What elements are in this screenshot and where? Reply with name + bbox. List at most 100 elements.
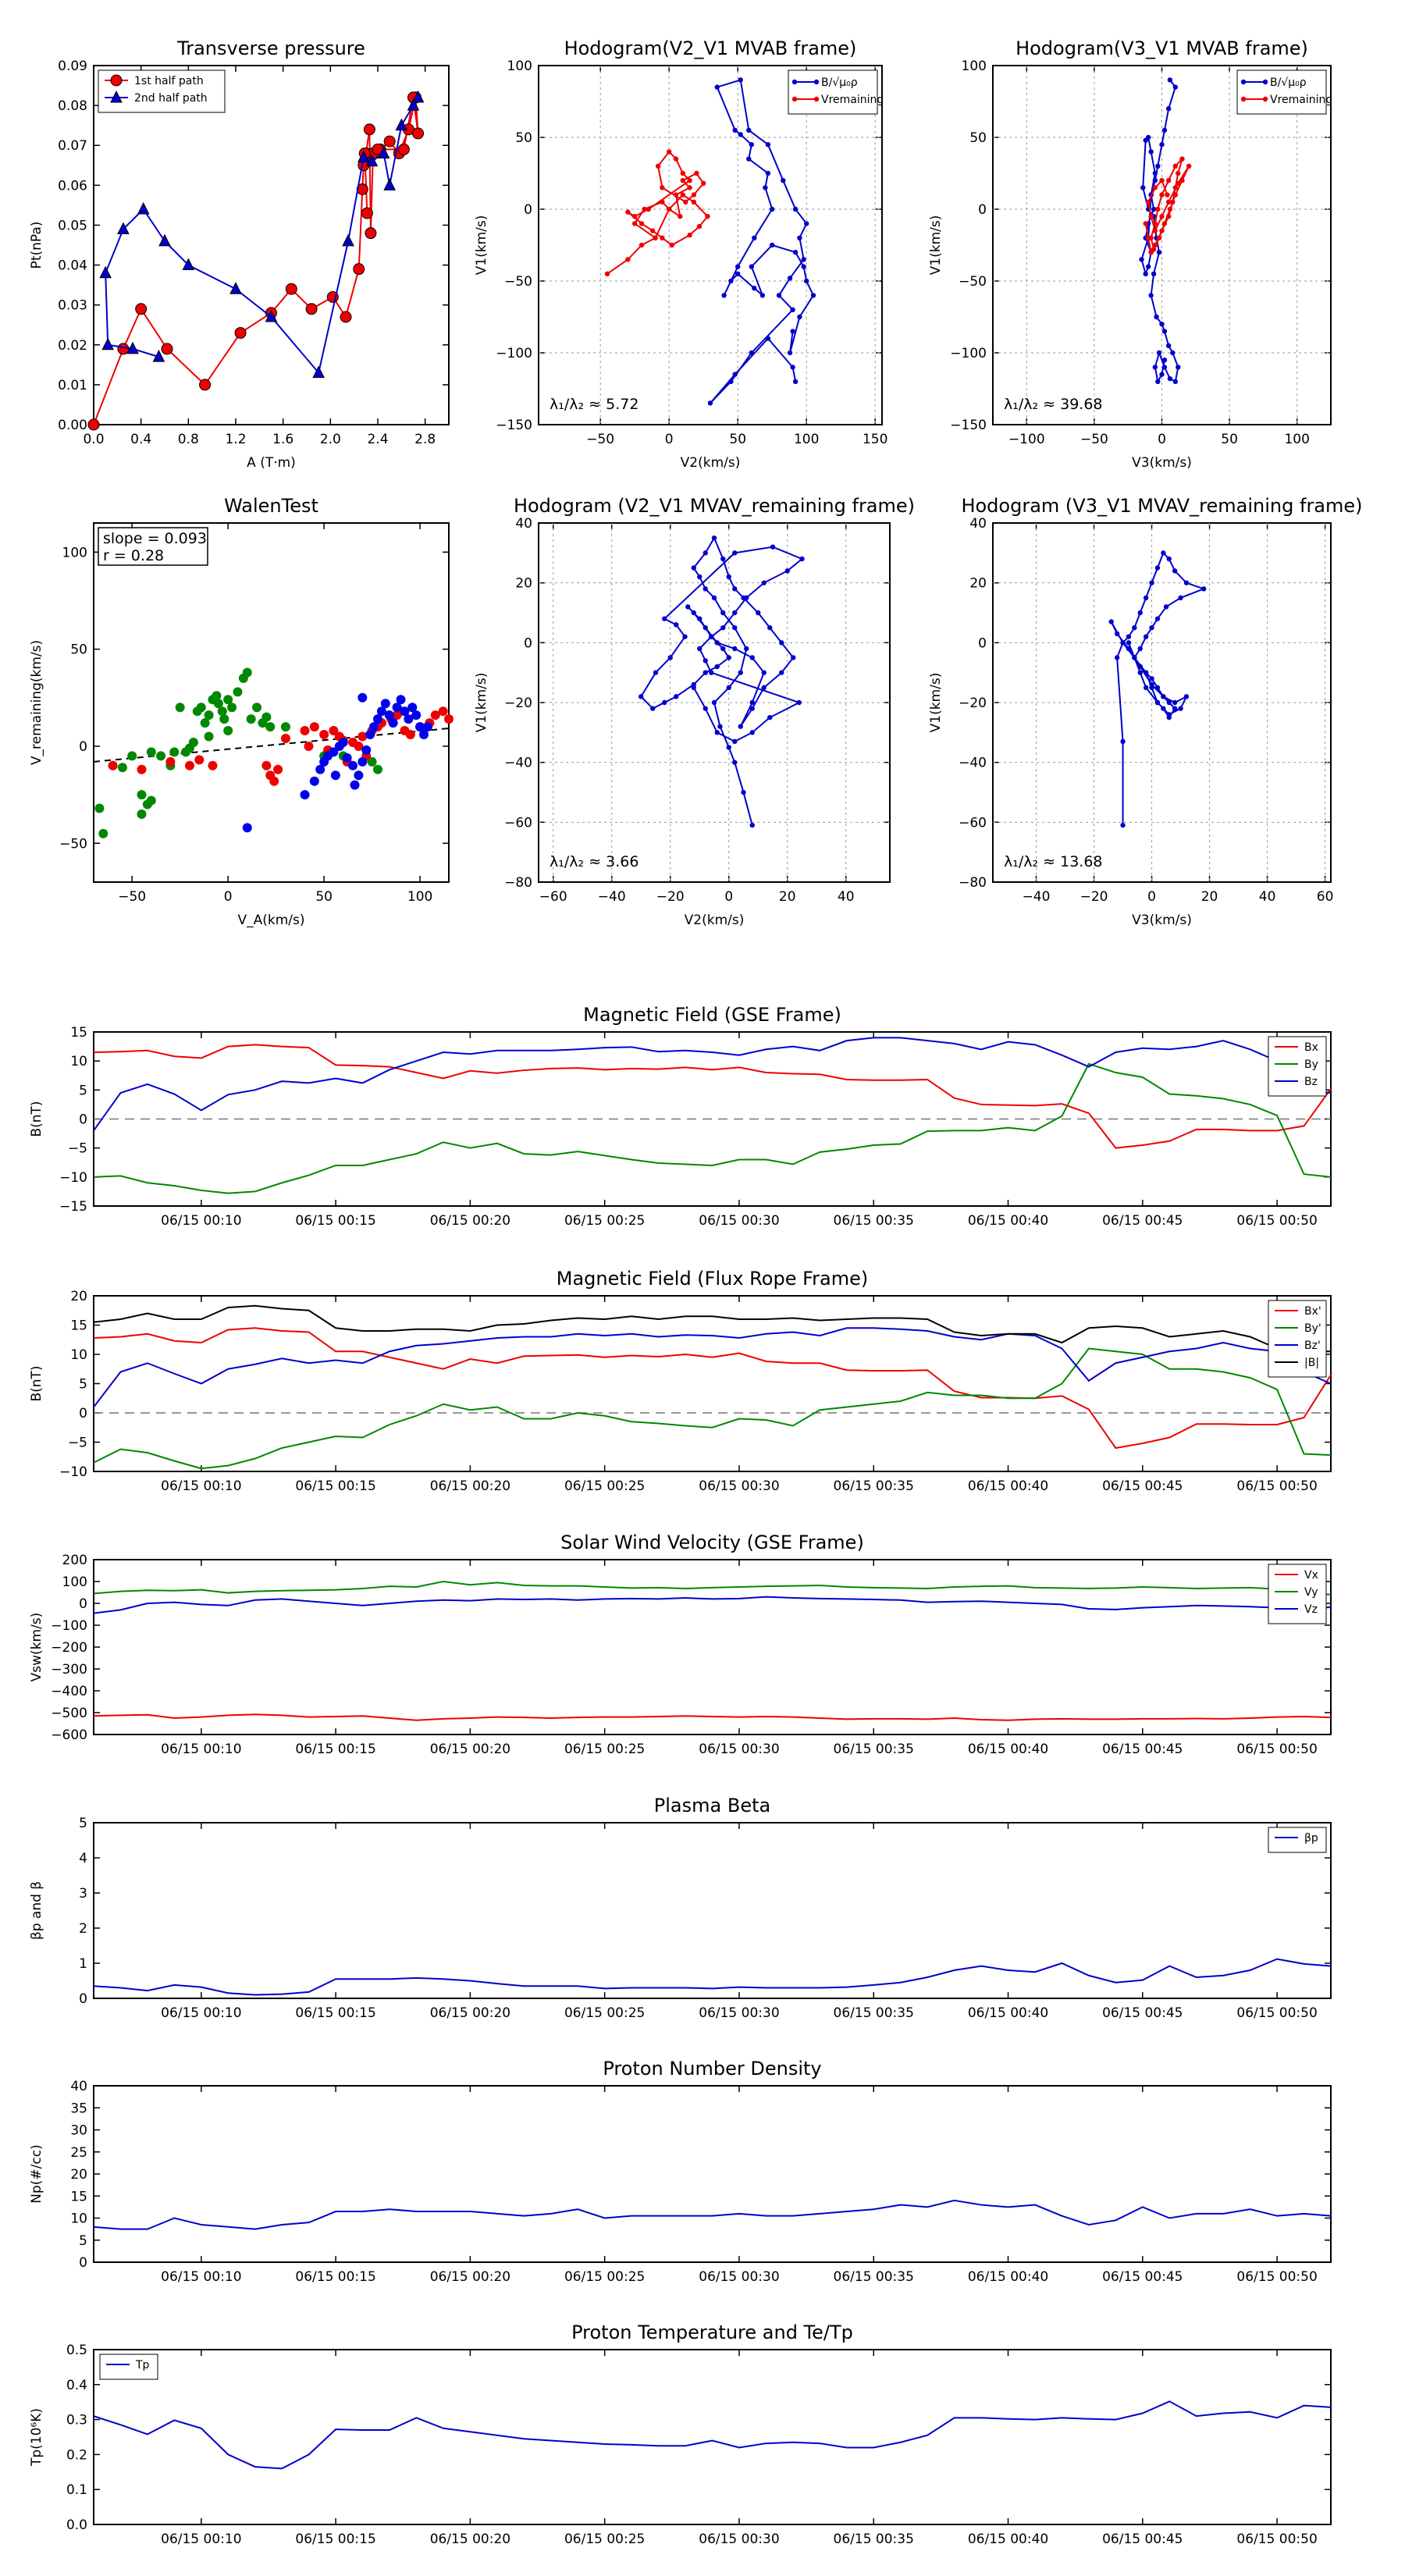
data-point — [732, 760, 738, 765]
x-tick-label: 06/15 00:40 — [968, 1213, 1048, 1229]
x-tick-label: 50 — [729, 432, 746, 447]
x-tick-label: −50 — [586, 432, 614, 447]
data-point — [1120, 640, 1126, 646]
data-point — [749, 264, 754, 269]
series-line — [93, 1580, 1332, 1596]
data-point — [687, 178, 692, 183]
data-point — [397, 143, 410, 155]
data-point — [1159, 322, 1165, 327]
y-axis-label: B(nT) — [29, 1365, 44, 1401]
legend-label: Bx' — [1304, 1305, 1321, 1318]
data-point — [305, 303, 318, 315]
data-point — [312, 365, 325, 379]
y-tick-label: 100 — [962, 59, 987, 74]
data-point — [361, 207, 373, 219]
data-point — [738, 77, 743, 83]
data-point — [720, 610, 726, 616]
series-line — [93, 1958, 1332, 1996]
data-point — [792, 206, 799, 212]
data-point — [110, 74, 123, 87]
data-point — [721, 293, 727, 298]
data-point — [383, 178, 396, 190]
y-tick-label: 100 — [62, 1574, 87, 1590]
x-tick-label: 0.0 — [83, 432, 104, 447]
data-point — [1161, 706, 1166, 711]
data-point — [726, 685, 731, 691]
data-point — [649, 228, 656, 233]
y-tick-label: 40 — [70, 2079, 87, 2094]
plot-frame — [93, 522, 450, 883]
data-point — [373, 714, 382, 724]
data-point — [348, 760, 358, 770]
data-point — [801, 257, 806, 262]
data-point — [1161, 365, 1168, 370]
data-point — [799, 556, 805, 562]
data-point — [1120, 738, 1126, 745]
y-tick-label: −60 — [959, 815, 987, 831]
data-point — [419, 730, 429, 740]
panel-h4: Hodogram (V3_V1 MVAV_remaining frame) −80… — [928, 495, 1363, 928]
data-point — [726, 655, 731, 660]
y-tick-label: −40 — [959, 756, 987, 771]
data-point — [1165, 192, 1170, 197]
data-point — [738, 724, 743, 729]
series-line — [93, 97, 419, 425]
x-tick-label: −40 — [598, 889, 626, 905]
data-point — [146, 795, 156, 806]
data-point — [415, 722, 425, 732]
x-tick-label: 40 — [838, 889, 855, 905]
data-point — [667, 149, 672, 155]
data-point — [697, 616, 702, 621]
data-point — [1108, 619, 1114, 624]
data-point — [1240, 96, 1247, 102]
data-point — [761, 580, 767, 585]
y-tick-label: −80 — [504, 875, 532, 891]
y-tick-label: 20 — [70, 2167, 87, 2183]
data-point — [1155, 206, 1161, 212]
data-point — [702, 670, 708, 675]
data-point — [667, 655, 673, 660]
x-tick-label: −20 — [656, 889, 685, 905]
y-tick-label: 10 — [70, 1054, 87, 1069]
data-point — [330, 770, 340, 781]
data-point — [732, 624, 738, 631]
legend-label: Vremaining — [821, 94, 884, 106]
y-tick-label: −10 — [59, 1464, 87, 1480]
x-tick-label: 06/15 00:25 — [564, 1478, 645, 1494]
series-line — [93, 1327, 1332, 1408]
data-point — [791, 79, 798, 85]
y-tick-label: 2 — [79, 1921, 87, 1937]
data-point — [1154, 699, 1161, 706]
chart-title: Transverse pressure — [176, 37, 365, 59]
data-point — [749, 655, 755, 660]
x-tick-label: 0 — [1147, 889, 1156, 905]
plot-frame — [93, 2349, 1332, 2525]
data-point — [714, 84, 720, 90]
data-point — [804, 221, 809, 226]
y-tick-label: −20 — [959, 696, 987, 711]
data-point — [687, 232, 692, 238]
data-point — [1240, 79, 1247, 85]
data-point — [213, 699, 223, 709]
x-tick-label: 06/15 00:40 — [968, 2005, 1048, 2021]
data-point — [697, 646, 702, 652]
data-point — [625, 257, 631, 262]
legend-label: B/√μ₀ρ — [821, 76, 858, 89]
x-tick-label: 06/15 00:30 — [699, 1742, 779, 1757]
data-point — [1145, 264, 1151, 269]
legend-label: By — [1304, 1059, 1318, 1071]
data-point — [702, 624, 708, 631]
data-point — [1143, 670, 1149, 675]
data-point — [728, 379, 734, 384]
data-point — [638, 242, 645, 248]
y-tick-label: −60 — [504, 815, 532, 831]
data-point — [1154, 565, 1161, 571]
y-tick-label: 5 — [79, 1377, 87, 1393]
series-line — [93, 1713, 1332, 1721]
data-point — [98, 828, 108, 838]
data-point — [790, 329, 795, 334]
data-point — [1139, 257, 1144, 262]
y-tick-label: 5 — [79, 1083, 87, 1098]
x-tick-label: 1.2 — [225, 432, 246, 447]
data-point — [1159, 142, 1165, 148]
